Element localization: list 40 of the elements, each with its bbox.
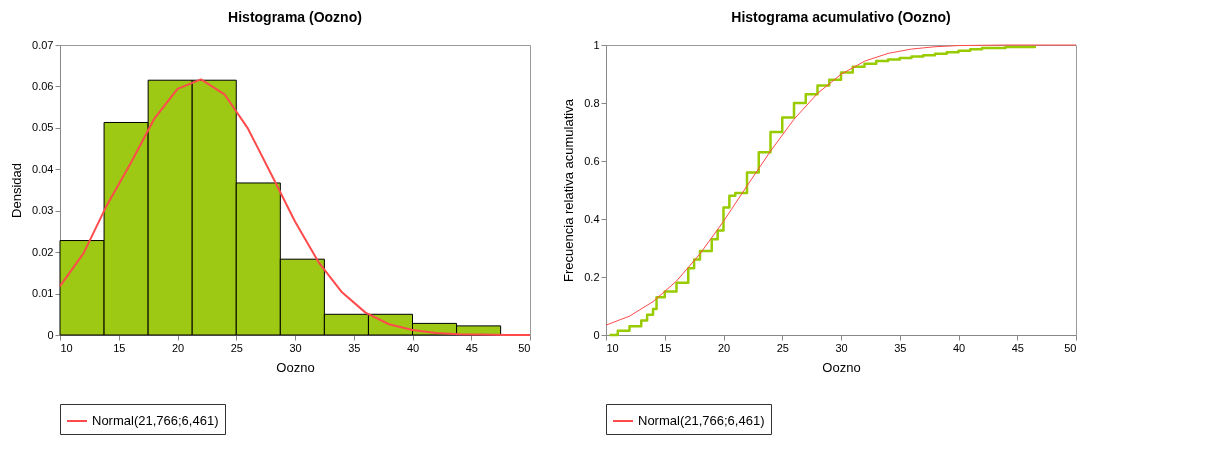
y-tick-label: 0.2 bbox=[584, 270, 600, 283]
y-tick-label: 0.6 bbox=[584, 154, 600, 167]
y-tick-label: 0.8 bbox=[584, 96, 600, 109]
y-tick-label: 0.03 bbox=[32, 204, 54, 217]
x-tick-label: 45 bbox=[465, 341, 478, 354]
x-tick-label: 10 bbox=[60, 341, 73, 354]
legend-label: Normal(21,766;6,461) bbox=[638, 413, 765, 428]
x-axis-title: Oozno bbox=[822, 359, 861, 375]
y-tick-label: 0.04 bbox=[32, 162, 54, 175]
x-tick-label: 10 bbox=[606, 341, 619, 354]
y-tick-label: 0.02 bbox=[32, 245, 54, 258]
y-tick-label: 0 bbox=[47, 328, 54, 341]
x-tick-label: 45 bbox=[1011, 341, 1024, 354]
x-tick-label: 20 bbox=[717, 341, 731, 354]
y-tick-label: 0.06 bbox=[32, 79, 54, 92]
y-tick-label: 0.4 bbox=[584, 212, 600, 225]
y-tick-label: 0.07 bbox=[32, 38, 54, 51]
x-tick-label: 25 bbox=[230, 341, 243, 354]
y-tick-label: 0.01 bbox=[32, 287, 54, 300]
x-tick-label: 50 bbox=[1064, 341, 1077, 354]
y-axis-title: Densidad bbox=[9, 163, 25, 218]
y-tick-label: 0.05 bbox=[32, 121, 54, 134]
chart-title: Histograma (Oozno) bbox=[228, 9, 362, 25]
x-axis-title: Oozno bbox=[276, 359, 315, 375]
x-tick-label: 35 bbox=[348, 341, 361, 354]
chart-title: Histograma acumulativo (Oozno) bbox=[731, 9, 951, 25]
x-tick-label: 40 bbox=[406, 341, 420, 354]
x-tick-label: 35 bbox=[894, 341, 907, 354]
x-tick-label: 30 bbox=[835, 341, 848, 354]
x-tick-label: 15 bbox=[659, 341, 672, 354]
y-axis-title: Frecuencia relativa acumulativa bbox=[561, 98, 577, 282]
y-tick-label: 1 bbox=[593, 38, 600, 51]
y-tick-label: 0 bbox=[593, 328, 600, 341]
legend-label: Normal(21,766;6,461) bbox=[92, 413, 219, 428]
x-tick-label: 25 bbox=[776, 341, 789, 354]
x-tick-label: 40 bbox=[952, 341, 966, 354]
x-tick-label: 50 bbox=[518, 341, 531, 354]
x-tick-label: 20 bbox=[171, 341, 185, 354]
x-tick-label: 30 bbox=[289, 341, 302, 354]
x-tick-label: 15 bbox=[113, 341, 126, 354]
